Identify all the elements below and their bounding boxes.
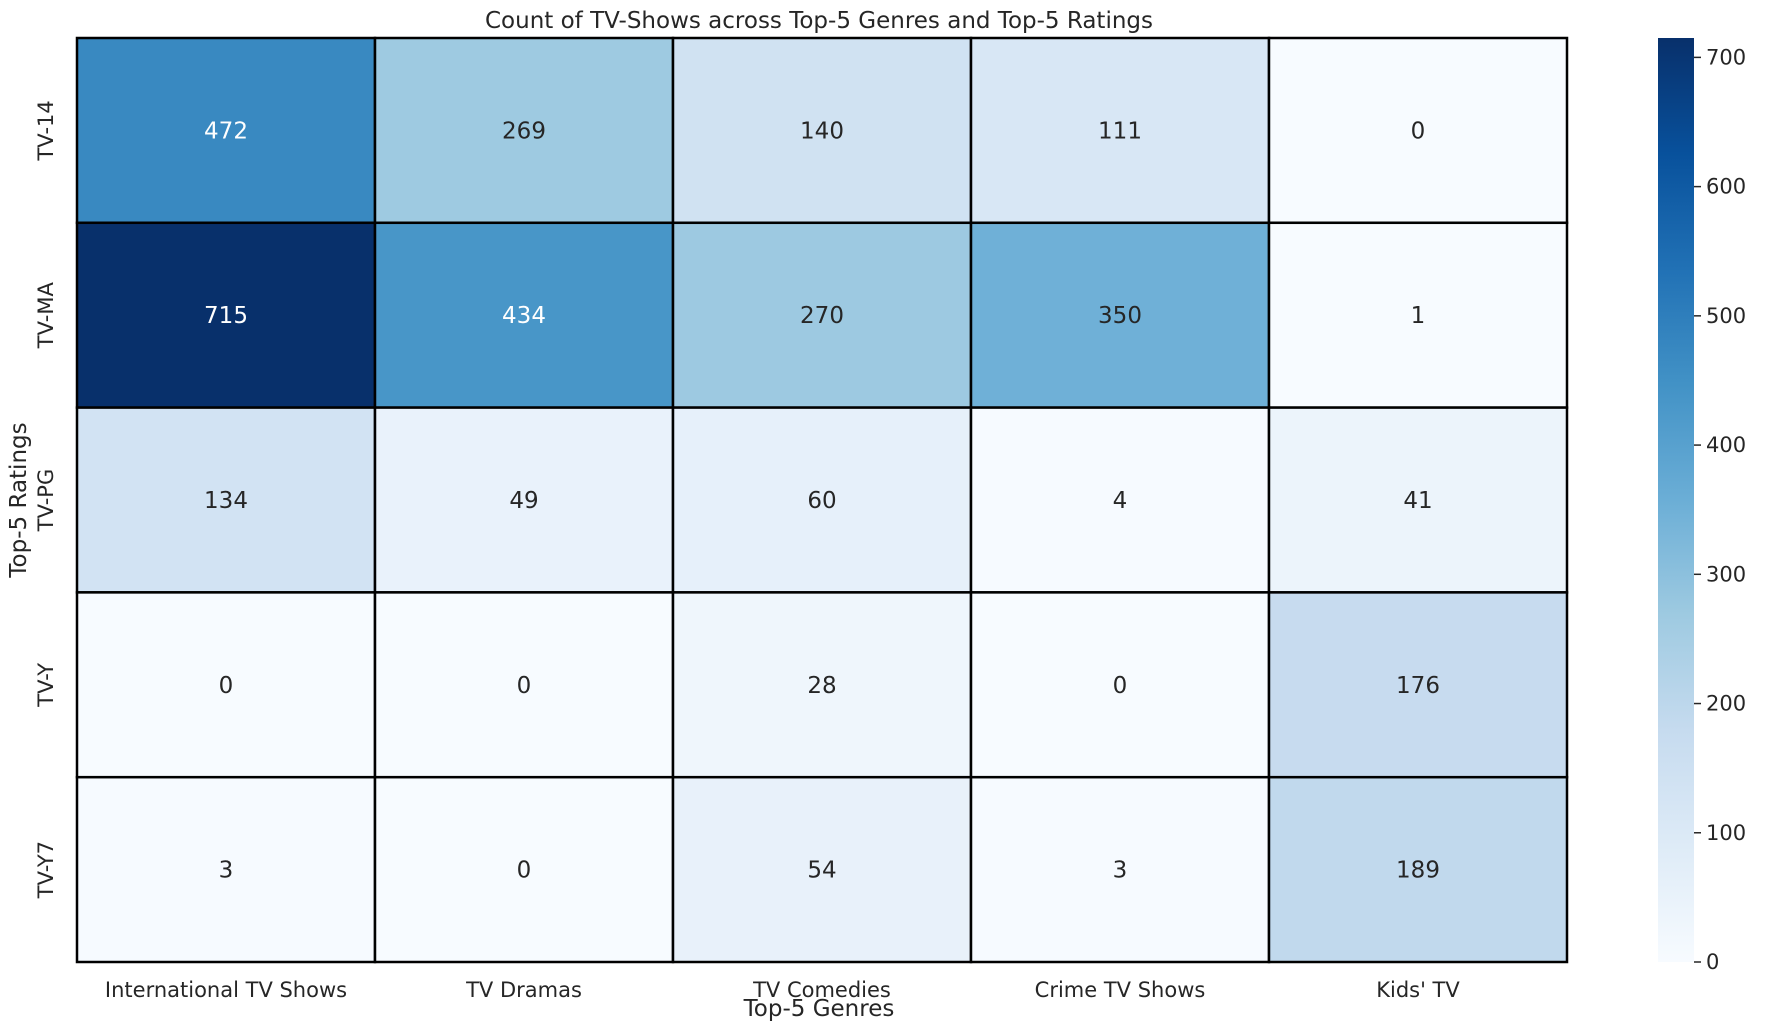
heatmap-cell: [1267, 406, 1569, 594]
cell-value-label: 140: [800, 118, 844, 144]
y-axis-label: Top-5 Ratings: [6, 422, 32, 578]
y-tick-label: TV-14: [34, 100, 58, 161]
heatmap-cell: [969, 591, 1271, 779]
cell-value-label: 3: [1113, 858, 1128, 884]
colorbar-tick-label: 0: [1706, 950, 1719, 974]
cell-value-label: 0: [219, 673, 234, 699]
cell-value-label: 54: [807, 858, 836, 884]
cell-value-label: 3: [219, 858, 234, 884]
heatmap-cell: [671, 591, 973, 779]
cell-value-label: 176: [1396, 673, 1440, 699]
heatmap-cell: [373, 36, 675, 225]
cell-value-label: 4: [1113, 488, 1128, 514]
colorbar-tick-label: 700: [1706, 45, 1746, 69]
heatmap-cell: [75, 221, 377, 409]
x-tick-label: International TV Shows: [105, 978, 347, 1002]
heatmap-cell: [969, 406, 1271, 594]
x-tick-label: Crime TV Shows: [1035, 978, 1206, 1002]
heatmap-cell: [1267, 36, 1569, 225]
heatmap-cell: [75, 36, 377, 225]
x-tick-label: TV Dramas: [465, 978, 582, 1002]
colorbar: [1658, 38, 1694, 962]
heatmap-cell: [1267, 221, 1569, 409]
cell-value-label: 0: [1411, 118, 1426, 144]
heatmap-cells: 472 269 140 111 0 715 434 270 350 1 134 49 60 4 41 0 0 28…: [75, 36, 1569, 964]
cell-value-label: 41: [1403, 488, 1432, 514]
heatmap-cell: [373, 775, 675, 964]
colorbar-tick-label: 300: [1706, 562, 1746, 586]
x-axis-label: Top-5 Genres: [743, 996, 895, 1022]
cell-value-label: 0: [1113, 673, 1128, 699]
cell-value-label: 350: [1098, 303, 1142, 329]
x-tick-label: Kids' TV: [1376, 978, 1460, 1002]
colorbar-tick-label: 400: [1706, 433, 1746, 457]
colorbar-tick-label: 100: [1706, 821, 1746, 845]
heatmap-cell: [373, 591, 675, 779]
heatmap-cell: [373, 406, 675, 594]
cell-value-label: 0: [517, 858, 532, 884]
cell-value-label: 49: [509, 488, 538, 514]
y-tick-label: TV-Y: [34, 663, 58, 708]
x-axis-ticks: International TV Shows TV Dramas TV Comedi…: [105, 978, 1460, 1002]
colorbar-tick-label: 600: [1706, 175, 1746, 199]
cell-value-label: 269: [502, 118, 546, 144]
heatmap-cell: [671, 221, 973, 409]
y-tick-label: TV-Y7: [34, 841, 58, 899]
heatmap-cell: [671, 775, 973, 964]
heatmap-cell: [671, 36, 973, 225]
cell-value-label: 270: [800, 303, 844, 329]
cell-value-label: 0: [517, 673, 532, 699]
cell-value-label: 60: [807, 488, 836, 514]
colorbar-tick-label: 500: [1706, 304, 1746, 328]
cell-value-label: 111: [1098, 118, 1142, 144]
heatmap-cell: [671, 406, 973, 594]
y-tick-label: TV-MA: [34, 282, 58, 350]
heatmap-cell: [75, 775, 377, 964]
heatmap-cell: [1267, 775, 1569, 964]
colorbar-ticks: 0 100 200 300 400 500 600 700: [1694, 45, 1746, 974]
heatmap-cell: [75, 591, 377, 779]
cell-value-label: 715: [204, 303, 248, 329]
cell-value-label: 434: [502, 303, 546, 329]
cell-value-label: 189: [1396, 858, 1440, 884]
colorbar-tick-label: 200: [1706, 692, 1746, 716]
cell-value-label: 134: [204, 488, 248, 514]
chart-title: Count of TV-Shows across Top-5 Genres an…: [485, 8, 1153, 34]
cell-value-label: 1: [1411, 303, 1426, 329]
heatmap-cell: [969, 36, 1271, 225]
y-tick-label: TV-PG: [34, 469, 58, 532]
heatmap-cell: [1267, 591, 1569, 779]
x-tick-label: TV Comedies: [752, 978, 891, 1002]
y-axis-ticks: TV-14 TV-MA TV-PG TV-Y TV-Y7: [34, 100, 58, 899]
cell-value-label: 28: [807, 673, 836, 699]
cell-value-label: 472: [204, 118, 248, 144]
